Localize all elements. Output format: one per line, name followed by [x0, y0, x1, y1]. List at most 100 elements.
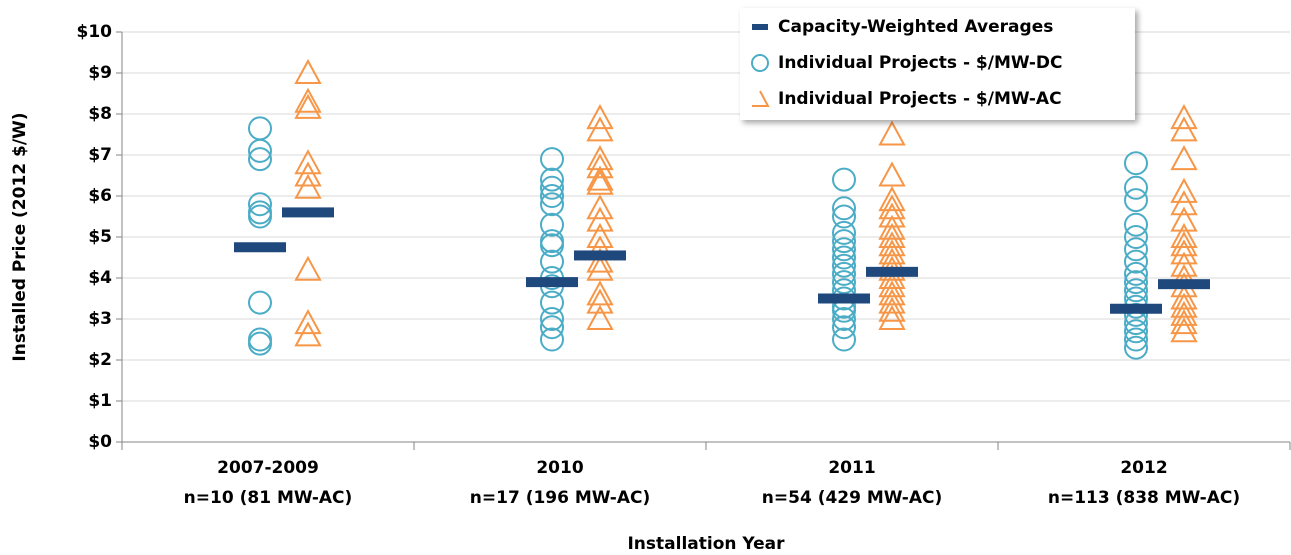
- ac-point: [878, 239, 906, 265]
- ac-point: [586, 247, 614, 273]
- ac-point: [294, 87, 322, 113]
- ac-point: [294, 309, 322, 335]
- ac-point: [1170, 317, 1198, 343]
- ac-point: [294, 58, 322, 84]
- x-tick-label: 2012: [1120, 458, 1167, 478]
- ac-point: [878, 186, 906, 212]
- dc-point: [1124, 249, 1148, 274]
- y-tick-label: $5: [88, 227, 112, 247]
- y-tick-label: $4: [88, 268, 112, 288]
- ac-point: [1170, 190, 1198, 216]
- ac-point: [1170, 292, 1198, 318]
- ac-point: [586, 222, 614, 248]
- average-bar: [282, 207, 334, 218]
- y-tick-label: $10: [77, 22, 113, 42]
- ac-point: [878, 280, 906, 306]
- y-tick-label: $9: [88, 63, 112, 83]
- x-axis-title: Installation Year: [627, 534, 785, 554]
- ac-point: [586, 280, 614, 306]
- dc-point: [540, 307, 564, 331]
- dc-point: [540, 184, 564, 208]
- dc-point: [248, 331, 272, 356]
- ac-point: [586, 304, 614, 330]
- dc-point: [1124, 261, 1148, 286]
- dc-point: [540, 212, 564, 237]
- legend-marker: [752, 90, 770, 107]
- y-tick-label: $3: [88, 309, 112, 329]
- ac-point: [878, 263, 906, 289]
- dc-point: [832, 245, 856, 270]
- ac-point: [586, 169, 614, 195]
- legend-label: Capacity-Weighted Averages: [778, 17, 1053, 37]
- dc-point: [1124, 327, 1148, 352]
- y-tick-label: $2: [88, 350, 112, 370]
- y-tick-label: $8: [88, 104, 112, 124]
- ac-point: [1170, 284, 1198, 310]
- dc-point: [832, 204, 856, 229]
- y-tick-label: $6: [88, 186, 112, 206]
- x-tick-sublabel: n=17 (196 MW-AC): [470, 488, 650, 508]
- ac-point: [1170, 116, 1198, 142]
- dc-point: [540, 327, 564, 352]
- x-tick-label: 2010: [536, 458, 583, 478]
- ac-point: [1170, 177, 1198, 203]
- average-bar: [234, 242, 286, 253]
- x-tick-sublabel: n=10 (81 MW-AC): [184, 488, 353, 508]
- dc-point: [540, 192, 564, 217]
- x-tick-sublabel: n=113 (838 MW-AC): [1048, 488, 1240, 508]
- dc-point: [832, 270, 856, 295]
- dc-point: [248, 192, 272, 217]
- ac-point: [586, 116, 614, 142]
- ac-point: [586, 288, 614, 314]
- dc-point: [1124, 212, 1148, 237]
- legend-label: Individual Projects - $/MW-DC: [778, 53, 1063, 73]
- ac-point: [294, 173, 322, 199]
- dc-point: [540, 167, 564, 192]
- dc-point: [1124, 151, 1148, 176]
- dc-point: [248, 138, 272, 163]
- dc-point: [1124, 175, 1148, 200]
- ac-point: [294, 149, 322, 175]
- ac-point: [586, 255, 614, 281]
- dc-point: [832, 307, 856, 331]
- dc-point: [540, 175, 564, 200]
- dc-point: [1124, 188, 1148, 213]
- dc-point: [1124, 335, 1148, 360]
- average-bar: [866, 266, 918, 277]
- ac-point: [294, 161, 322, 187]
- ac-point: [1170, 222, 1198, 248]
- ac-point: [878, 288, 906, 314]
- dc-point: [248, 147, 272, 172]
- dc-point: [1124, 319, 1148, 344]
- dc-point: [248, 204, 272, 229]
- y-tick-label: $0: [88, 432, 112, 452]
- dc-point: [248, 116, 272, 141]
- ac-point: [878, 296, 906, 322]
- average-bar: [1110, 303, 1162, 314]
- dc-point: [540, 249, 564, 274]
- legend-marker: [752, 24, 768, 30]
- ac-point: [294, 255, 322, 281]
- y-tick-label: $7: [88, 145, 112, 165]
- ac-point: [1170, 309, 1198, 335]
- x-tick-sublabel: n=54 (429 MW-AC): [762, 488, 942, 508]
- average-bar: [1158, 279, 1210, 290]
- ac-point: [878, 304, 906, 330]
- average-bar: [574, 250, 626, 261]
- ac-point: [878, 272, 906, 298]
- ac-point: [878, 161, 906, 187]
- dc-point: [832, 261, 856, 286]
- x-tick-label: 2007-2009: [217, 458, 319, 478]
- ac-point: [1170, 300, 1198, 326]
- ac-point: [586, 206, 614, 232]
- legend: Capacity-Weighted Averages Individual Pro…: [740, 8, 1135, 120]
- ac-point: [586, 194, 614, 220]
- dc-point: [832, 315, 856, 340]
- ac-point: [586, 153, 614, 179]
- x-tick-label: 2011: [828, 458, 875, 478]
- average-bar: [526, 277, 578, 288]
- ac-point: [586, 104, 614, 130]
- y-axis-title: Installed Price (2012 $/W): [10, 112, 30, 361]
- ac-point: [1170, 239, 1198, 265]
